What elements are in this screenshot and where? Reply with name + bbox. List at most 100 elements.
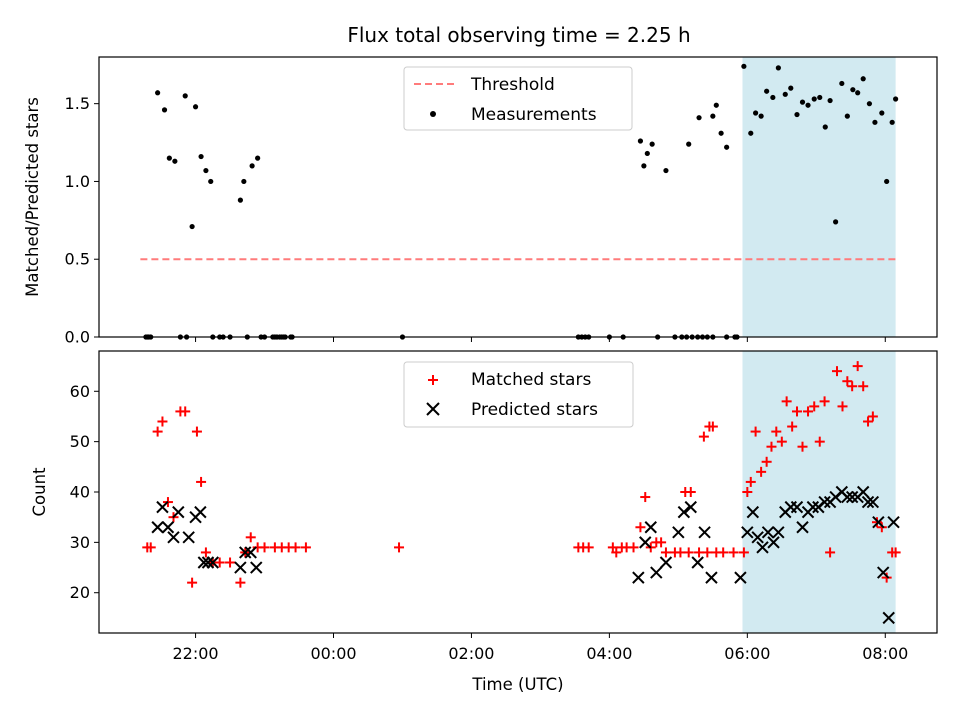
predicted-marker-b (756, 541, 769, 554)
matched-star-point (157, 416, 168, 427)
matched-star-point (235, 577, 246, 588)
predicted-marker-b (845, 490, 859, 504)
matched-stars-layer (142, 361, 901, 588)
top-y-axis-label: Matched/Predicted stars (23, 97, 42, 297)
measurement-point (805, 102, 811, 108)
matched-star-point (698, 431, 709, 442)
matched-star-point (702, 547, 713, 558)
matched-star-point (890, 547, 901, 558)
matched-star-point (831, 366, 842, 377)
matched-star-point (738, 547, 749, 558)
predicted-star-point (239, 546, 252, 559)
predicted-star-point (796, 521, 809, 534)
measurement-point (203, 167, 209, 174)
predicted-marker-b (677, 505, 691, 519)
legend-threshold-label: Threshold (470, 75, 555, 95)
measurement-point (710, 113, 716, 119)
measurement-point (237, 197, 243, 203)
predicted-star-point (167, 531, 180, 544)
predicted-star-point (194, 505, 207, 519)
legend-matched-label: Matched stars (471, 370, 591, 390)
legend-matched-swatch (428, 375, 438, 385)
predicted-marker-b (806, 500, 820, 514)
predicted-marker-b (639, 536, 652, 549)
measurement-point (192, 104, 199, 110)
predicted-star-point (672, 526, 685, 539)
matched-star-point (728, 547, 739, 558)
bottom-panel: 20 30 40 50 60 22:00 00:00 02:00 04:00 06:00 08:0… (30, 350, 938, 694)
measurement-point (850, 87, 856, 93)
measurement-point (770, 94, 776, 101)
x-tick-label: 22:00 (173, 644, 219, 663)
measurement-point (758, 113, 764, 119)
top-y-ticks: 0.0 0.5 1.0 1.5 (65, 94, 99, 347)
measurement-point (249, 163, 255, 169)
predicted-marker-b (182, 531, 195, 544)
predicted-marker-b (856, 485, 870, 499)
matched-star-point (745, 476, 756, 487)
predicted-marker-b (887, 516, 900, 529)
matched-star-point (675, 547, 686, 558)
matched-star-point (718, 547, 729, 558)
matched-star-point (858, 381, 869, 392)
legend-predicted-swatch (426, 402, 440, 416)
predicted-star-point (841, 490, 854, 504)
predicted-marker-b (644, 521, 657, 534)
top-legend: Threshold Measurements (403, 66, 633, 131)
predicted-marker-b (244, 546, 257, 559)
measurement-point (794, 111, 800, 118)
predicted-marker-b (818, 495, 831, 509)
measurement-point (839, 80, 845, 87)
predicted-stars-layer (151, 485, 900, 625)
matched-star-point (200, 547, 211, 558)
predicted-marker-b (861, 495, 875, 509)
predicted-star-point (156, 500, 169, 514)
x-tick-label: 02:00 (448, 644, 494, 663)
measurement-point (817, 94, 823, 101)
predicted-star-point (182, 531, 195, 544)
predicted-marker-b (632, 571, 645, 584)
predicted-marker-b (167, 531, 180, 544)
predicted-star-point (872, 516, 885, 529)
matched-star-point (837, 401, 848, 412)
predicted-star-point (767, 536, 780, 549)
top-axes-frame (98, 56, 938, 338)
matched-star-point (259, 542, 270, 553)
matched-star-point (809, 401, 820, 412)
matched-star-point (300, 542, 311, 553)
measurement-point (827, 97, 833, 104)
matched-star-point (187, 577, 198, 588)
matched-star-point (876, 522, 887, 533)
predicted-marker-b (650, 566, 663, 579)
legend-measurements-swatch (430, 111, 436, 117)
measurement-point (788, 85, 794, 91)
predicted-star-point (806, 500, 820, 514)
measurement-point (753, 110, 759, 116)
matched-star-point (214, 557, 225, 568)
legend-predicted-label: Predicted stars (471, 400, 598, 420)
predicted-marker-b (659, 556, 673, 569)
matched-star-point (394, 542, 405, 553)
bottom-y-axis-label: Count (30, 467, 49, 517)
matched-star-point (781, 396, 792, 407)
x-tick-label: 06:00 (724, 644, 770, 663)
matched-star-point (628, 542, 639, 553)
measurement-point (255, 155, 261, 161)
predicted-marker-b (172, 505, 185, 519)
bottom-y-tick-label: 30 (70, 533, 90, 552)
matched-star-point (847, 381, 858, 392)
predicted-marker-b (239, 546, 252, 559)
measurement-point (764, 88, 770, 94)
matched-star-point (583, 542, 594, 553)
predicted-marker-b (234, 561, 247, 574)
measurement-point (198, 153, 204, 160)
matched-star-point (196, 476, 207, 487)
predicted-star-point (882, 611, 895, 625)
measurement-point (713, 102, 719, 108)
matched-star-point (766, 441, 777, 452)
matched-star-point (750, 426, 761, 437)
measurement-point (166, 155, 172, 161)
predicted-star-point (172, 505, 185, 519)
measurement-point (724, 144, 730, 150)
measurement-point (172, 158, 178, 164)
